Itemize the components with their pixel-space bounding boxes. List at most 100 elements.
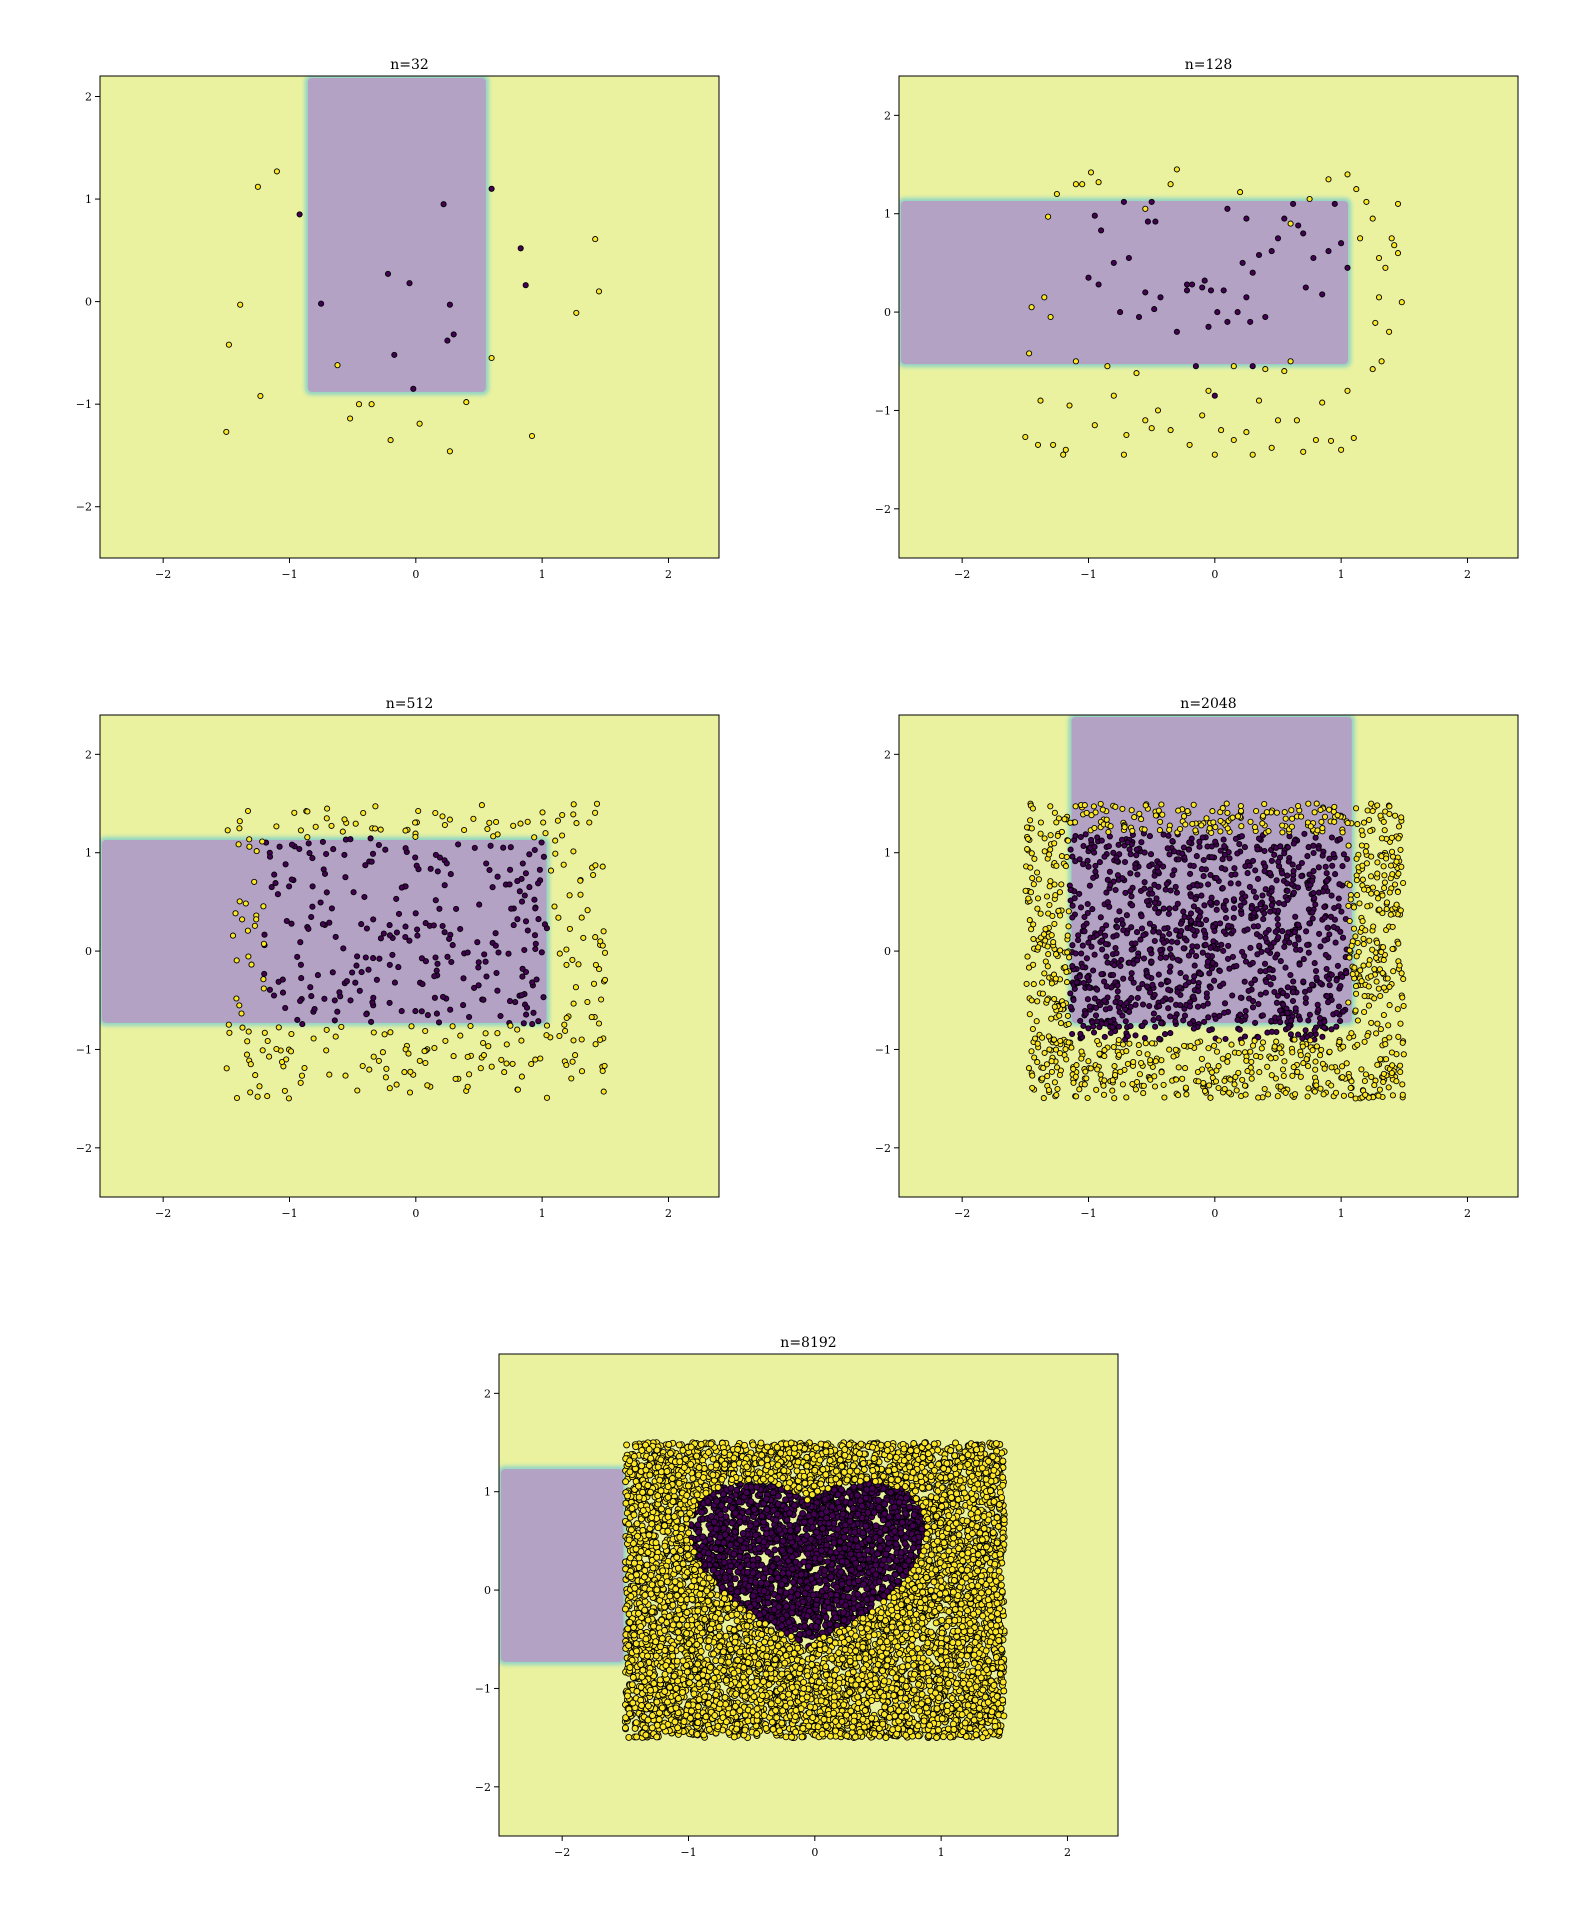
- data-point-inside: [783, 1516, 791, 1524]
- data-point-outside: [1041, 1049, 1048, 1056]
- data-point-inside: [1207, 899, 1214, 906]
- data-point-inside: [443, 860, 450, 867]
- data-point-inside: [1127, 870, 1134, 877]
- data-point-inside: [1185, 846, 1192, 853]
- data-point-inside: [389, 951, 396, 958]
- series-inside: [261, 835, 550, 1028]
- data-point-outside: [1363, 198, 1370, 205]
- data-point-outside: [254, 1093, 261, 1100]
- data-point-inside: [1241, 1033, 1249, 1040]
- data-point-outside: [559, 832, 566, 839]
- data-point-inside: [1141, 1035, 1148, 1042]
- data-point-outside: [1063, 853, 1070, 861]
- data-point-outside: [1047, 846, 1054, 853]
- data-point-inside: [1274, 992, 1281, 999]
- data-point-inside: [1243, 294, 1250, 301]
- data-point-outside: [477, 1065, 484, 1072]
- data-point-inside: [1180, 1017, 1187, 1024]
- data-point-outside: [383, 1065, 390, 1072]
- data-point-inside: [368, 1018, 375, 1025]
- data-point-inside: [1301, 988, 1309, 995]
- decision-region: [901, 200, 1348, 365]
- data-point-inside: [731, 1528, 739, 1536]
- data-point-inside: [487, 842, 494, 849]
- data-point-inside: [393, 895, 400, 902]
- data-point-outside: [1291, 1036, 1298, 1043]
- data-point-inside: [1201, 1018, 1208, 1025]
- data-point-outside: [1352, 933, 1359, 940]
- data-point-outside: [1298, 813, 1305, 820]
- data-point-outside: [1087, 1065, 1094, 1072]
- data-point-outside: [1290, 1064, 1297, 1071]
- data-point-outside: [1112, 803, 1119, 810]
- data-point-inside: [1080, 979, 1087, 987]
- data-point-outside: [1232, 1073, 1239, 1081]
- data-point-inside: [1242, 1013, 1249, 1020]
- data-point-inside: [455, 841, 462, 848]
- data-point-outside: [1175, 1092, 1182, 1099]
- data-point-outside: [1320, 1091, 1327, 1098]
- data-point-outside: [1151, 1083, 1159, 1090]
- data-point-outside: [478, 802, 485, 809]
- data-point-outside: [1186, 441, 1193, 448]
- data-point-inside: [1309, 877, 1316, 884]
- data-point-inside: [1220, 904, 1227, 911]
- data-point-outside: [580, 934, 587, 941]
- data-point-inside: [1174, 956, 1181, 963]
- data-point-inside: [533, 976, 540, 983]
- data-point-inside: [1244, 926, 1251, 933]
- data-point-inside: [441, 929, 448, 936]
- data-point-outside: [1159, 811, 1166, 818]
- data-point-inside: [1156, 1003, 1163, 1010]
- data-point-inside: [1319, 888, 1327, 895]
- data-point-outside: [1152, 1058, 1159, 1065]
- data-point-inside: [1331, 200, 1338, 207]
- data-point-outside: [1261, 1085, 1268, 1093]
- data-point-inside: [876, 1528, 884, 1536]
- data-point-inside: [1085, 1025, 1092, 1032]
- data-point-outside: [1256, 1069, 1263, 1076]
- data-point-inside: [367, 835, 374, 842]
- data-point-inside: [767, 1575, 775, 1583]
- data-point-outside: [1249, 1042, 1257, 1049]
- data-point-outside: [1391, 242, 1398, 249]
- data-point-inside: [727, 1585, 735, 1593]
- data-point-outside: [1319, 825, 1326, 832]
- data-point-inside: [531, 932, 539, 939]
- data-point-inside: [720, 1559, 728, 1566]
- data-point-inside: [804, 1584, 811, 1592]
- data-point-inside: [1155, 909, 1162, 916]
- data-point-outside: [1057, 1020, 1065, 1027]
- data-point-outside: [1377, 1026, 1384, 1033]
- data-point-inside: [1141, 885, 1148, 892]
- data-point-inside: [771, 1546, 779, 1554]
- data-point-inside: [898, 1519, 906, 1526]
- data-point-outside: [1052, 975, 1059, 982]
- data-point-outside: [1297, 1073, 1304, 1080]
- data-point-outside: [1289, 1049, 1296, 1056]
- data-point-outside: [1095, 179, 1102, 186]
- data-point-inside: [1292, 941, 1299, 948]
- data-point-outside: [1088, 812, 1095, 819]
- data-point-outside: [291, 809, 298, 816]
- data-point-inside: [834, 1525, 842, 1533]
- x-tick-label: −1: [1080, 1207, 1096, 1220]
- data-point-inside: [483, 860, 490, 867]
- data-point-inside: [471, 984, 478, 991]
- data-point-inside: [1113, 932, 1120, 939]
- data-point-inside: [1165, 1005, 1172, 1012]
- data-point-inside: [1338, 240, 1345, 247]
- y-tick-label: 1: [85, 193, 92, 206]
- data-point-outside: [1072, 358, 1079, 365]
- data-point-outside: [1054, 832, 1061, 839]
- data-point-inside: [775, 1603, 783, 1611]
- data-point-outside: [233, 995, 240, 1002]
- data-point-inside: [1185, 952, 1192, 959]
- data-point-inside: [1295, 921, 1302, 928]
- data-point-inside: [279, 989, 287, 996]
- data-point-outside: [312, 823, 319, 830]
- data-point-outside: [1377, 992, 1384, 1000]
- data-point-inside: [314, 972, 321, 979]
- data-point-inside: [336, 989, 343, 996]
